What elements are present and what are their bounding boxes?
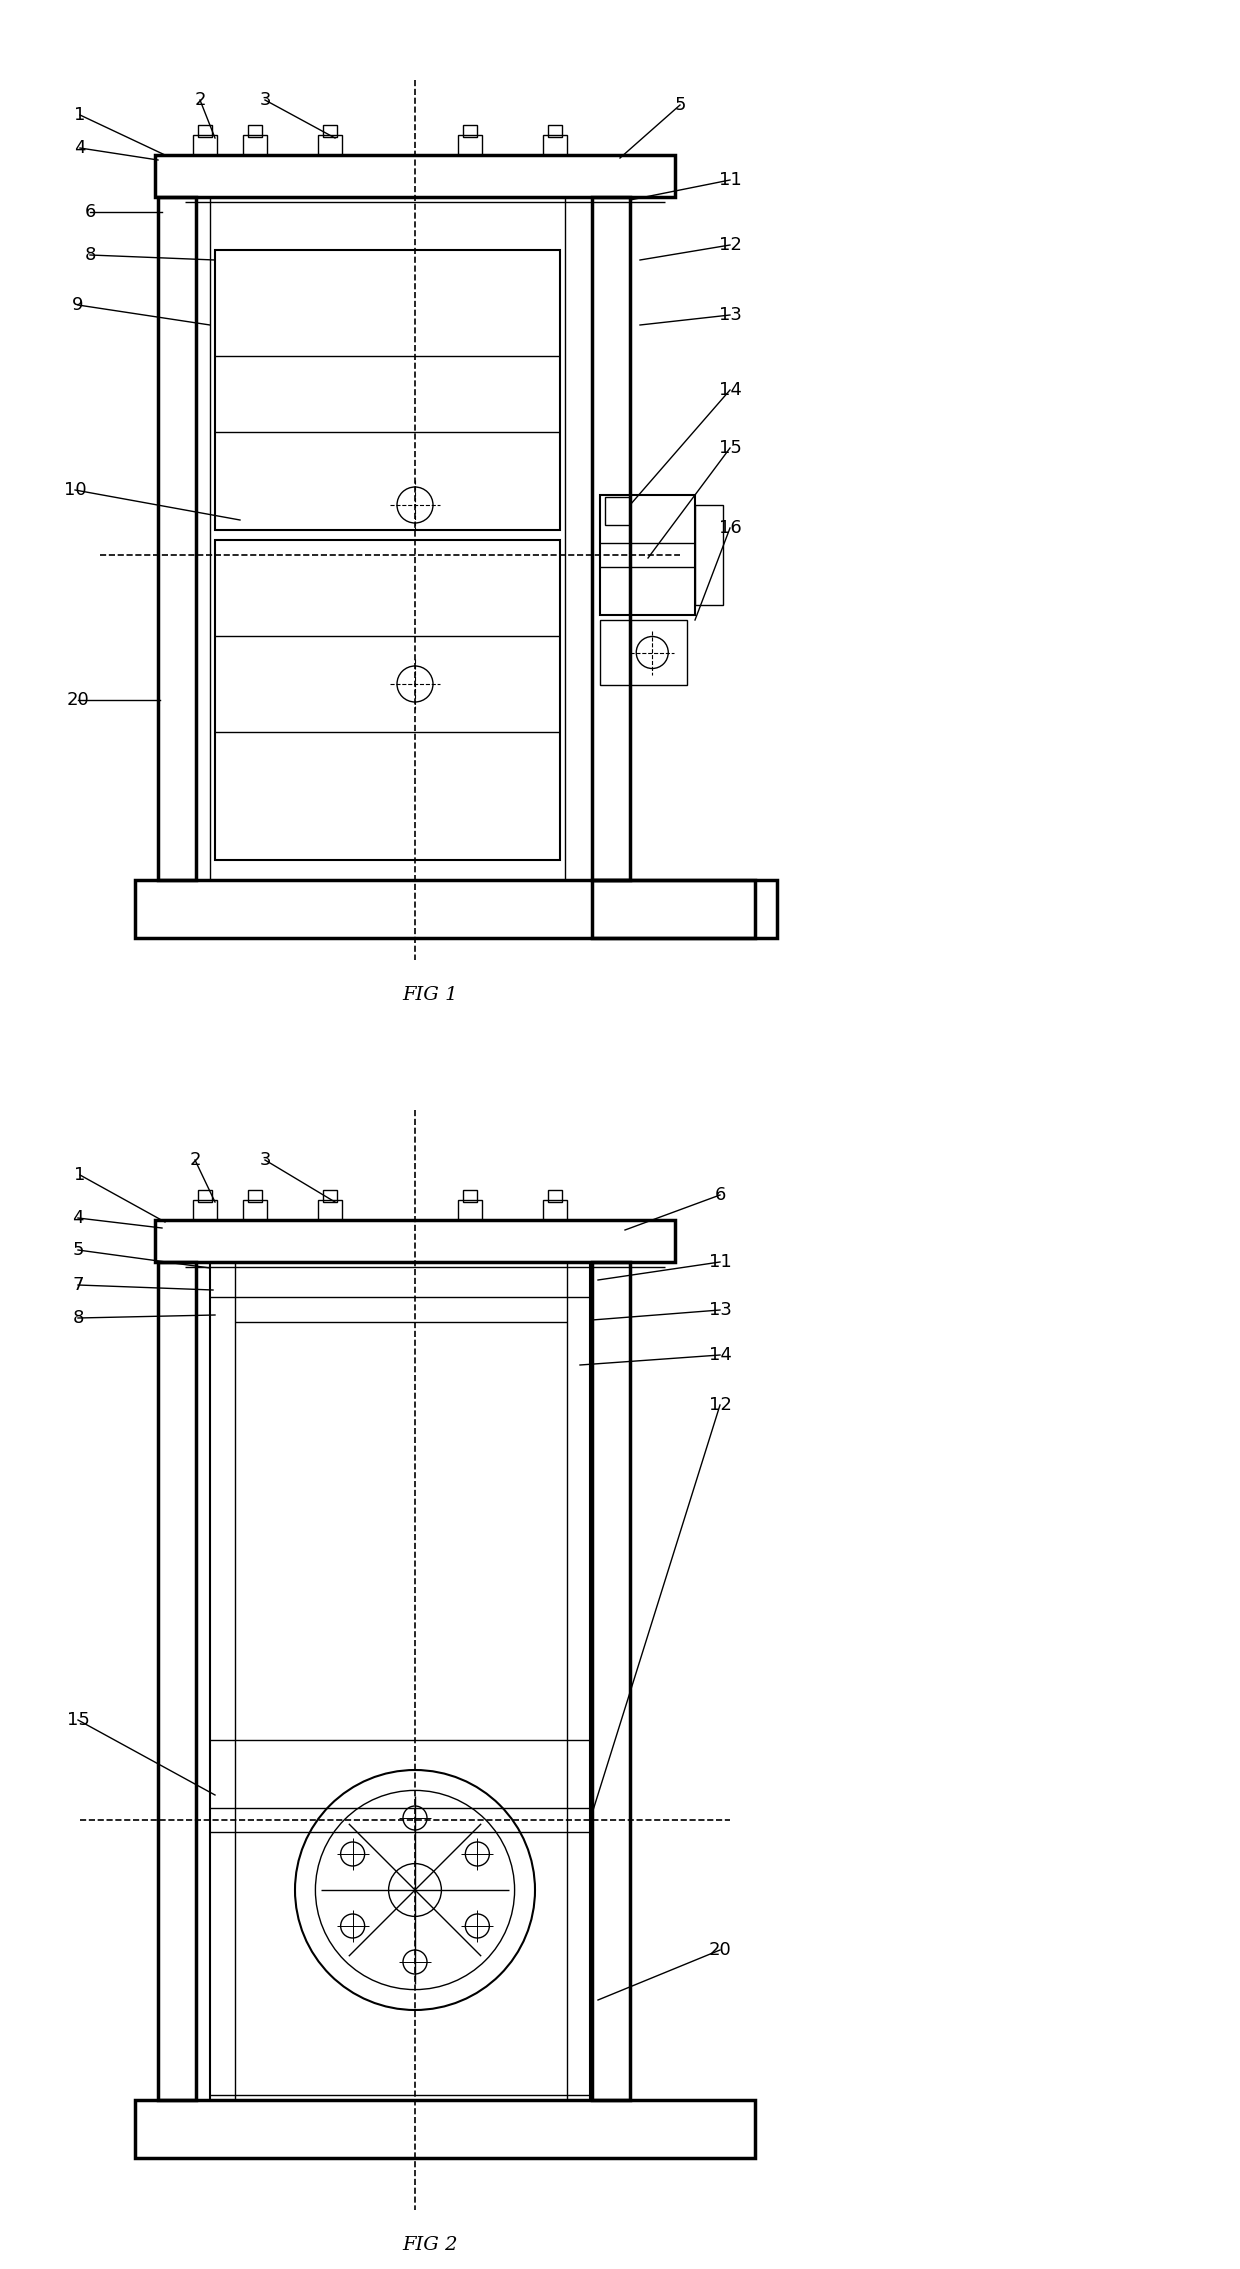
Text: 14: 14	[718, 381, 742, 399]
Text: 6: 6	[714, 1187, 725, 1205]
Bar	[543, 134, 567, 154]
Bar	[243, 1200, 267, 1221]
Bar	[548, 125, 562, 136]
Bar	[458, 1200, 482, 1221]
Bar	[605, 497, 630, 524]
Text: 12: 12	[718, 236, 742, 254]
Bar	[135, 880, 755, 937]
Text: 4: 4	[74, 138, 86, 157]
Text: 10: 10	[63, 481, 87, 499]
Text: 3: 3	[259, 1150, 270, 1169]
Text: 13: 13	[708, 1300, 732, 1318]
Bar	[463, 125, 477, 136]
Bar	[215, 540, 560, 860]
Text: 11: 11	[708, 1252, 732, 1271]
Text: 2: 2	[190, 1150, 201, 1169]
Bar	[591, 880, 777, 937]
Bar	[548, 1189, 562, 1203]
Text: 14: 14	[708, 1346, 732, 1364]
Bar	[155, 1221, 675, 1262]
Text: 8: 8	[84, 245, 95, 263]
Text: 12: 12	[708, 1395, 732, 1414]
Bar	[198, 125, 212, 136]
Bar	[215, 250, 560, 531]
Bar	[317, 134, 342, 154]
Bar	[193, 134, 217, 154]
Text: 13: 13	[718, 306, 742, 324]
Bar	[463, 1189, 477, 1203]
Text: 8: 8	[72, 1309, 83, 1327]
Bar	[600, 619, 687, 685]
Bar	[135, 2101, 755, 2158]
Text: FIG 1: FIG 1	[402, 987, 458, 1003]
Text: 4: 4	[72, 1209, 84, 1228]
Bar	[317, 1200, 342, 1221]
Text: 16: 16	[719, 520, 742, 538]
Text: 20: 20	[708, 1940, 732, 1958]
Bar	[591, 1262, 630, 2101]
Bar	[243, 134, 267, 154]
Text: 20: 20	[67, 692, 89, 708]
Bar	[248, 125, 262, 136]
Bar	[157, 1262, 196, 2101]
Text: 6: 6	[84, 202, 95, 220]
Text: 15: 15	[718, 438, 742, 456]
Bar	[322, 1189, 337, 1203]
Bar	[600, 495, 694, 615]
Bar	[591, 197, 630, 880]
Bar	[694, 506, 723, 606]
Text: 15: 15	[67, 1711, 89, 1729]
Text: 2: 2	[195, 91, 206, 109]
Text: FIG 2: FIG 2	[402, 2235, 458, 2253]
Bar	[322, 125, 337, 136]
Text: 1: 1	[74, 107, 86, 125]
Bar	[248, 1189, 262, 1203]
Bar	[155, 154, 675, 197]
Text: 5: 5	[675, 95, 686, 113]
Bar	[193, 1200, 217, 1221]
Bar	[157, 197, 196, 880]
Text: 9: 9	[72, 295, 84, 313]
Bar	[198, 1189, 212, 1203]
Bar	[458, 134, 482, 154]
Text: 7: 7	[72, 1275, 84, 1293]
Text: 1: 1	[74, 1166, 86, 1184]
Text: 11: 11	[719, 170, 742, 188]
Text: 5: 5	[72, 1241, 84, 1259]
Bar	[543, 1200, 567, 1221]
Text: 3: 3	[259, 91, 270, 109]
